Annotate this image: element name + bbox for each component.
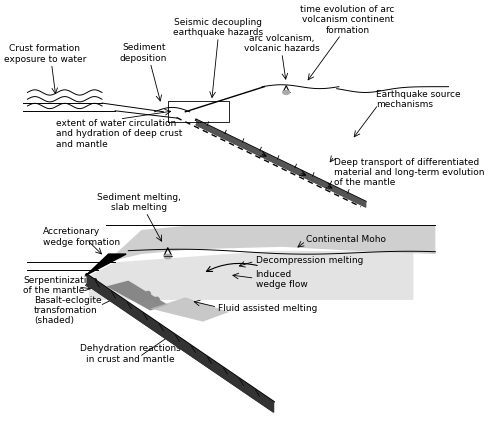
- Text: time evolution of arc
volcanism continent
formation: time evolution of arc volcanism continen…: [300, 5, 395, 35]
- Ellipse shape: [164, 254, 172, 259]
- Polygon shape: [106, 281, 168, 311]
- Text: arc volcanism,
volcanic hazards: arc volcanism, volcanic hazards: [244, 34, 320, 53]
- Polygon shape: [86, 254, 126, 275]
- Text: Earthquake source
mechanisms: Earthquake source mechanisms: [376, 90, 461, 109]
- Polygon shape: [106, 225, 436, 262]
- Text: Continental Moho: Continental Moho: [306, 235, 386, 244]
- Text: Sediment melting,
slab melting: Sediment melting, slab melting: [98, 193, 181, 212]
- Text: Serpentinization
of the mantle: Serpentinization of the mantle: [23, 276, 98, 295]
- Polygon shape: [150, 297, 229, 322]
- Text: Crust formation
exposure to water: Crust formation exposure to water: [4, 44, 86, 63]
- Text: extent of water circulation
and hydration of deep crust
and mantle: extent of water circulation and hydratio…: [56, 119, 182, 149]
- Ellipse shape: [283, 91, 290, 95]
- Text: Sediment
deposition: Sediment deposition: [120, 43, 168, 63]
- Text: Deep transport of differentiated
material and long-term evolution
of the mantle: Deep transport of differentiated materia…: [334, 158, 485, 187]
- Text: Basalt-eclogite
transfomation
(shaded): Basalt-eclogite transfomation (shaded): [34, 296, 102, 325]
- Polygon shape: [89, 250, 414, 300]
- Circle shape: [154, 297, 159, 302]
- Text: Induced
wedge flow: Induced wedge flow: [256, 270, 308, 289]
- Text: Decompression melting: Decompression melting: [256, 256, 363, 265]
- Text: Seismic decoupling
earthquake hazards: Seismic decoupling earthquake hazards: [173, 17, 264, 37]
- Circle shape: [138, 296, 143, 302]
- Text: Fluid assisted melting: Fluid assisted melting: [218, 304, 318, 313]
- Circle shape: [146, 291, 150, 297]
- Text: Dehydration reactions
in crust and mantle: Dehydration reactions in crust and mantl…: [80, 344, 181, 363]
- Text: Accretionary
wedge formation: Accretionary wedge formation: [43, 227, 120, 247]
